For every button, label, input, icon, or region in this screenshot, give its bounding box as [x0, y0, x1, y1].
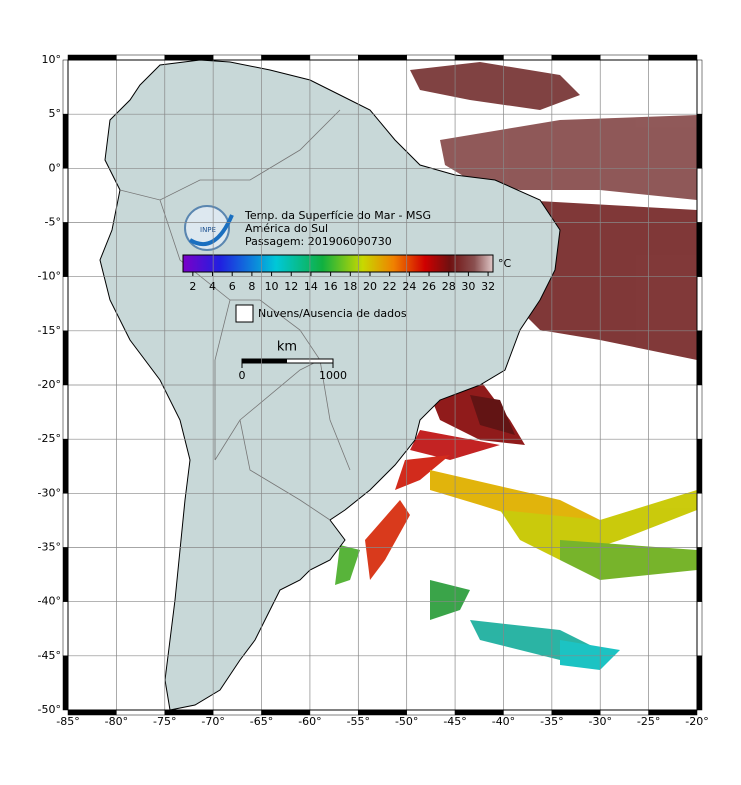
- y-tick-label: -40°: [38, 595, 61, 608]
- frame-segment: [62, 168, 69, 223]
- x-tick-label: -45°: [443, 715, 466, 728]
- colorbar-tick-label: 2: [189, 280, 196, 293]
- x-tick-label: -80°: [105, 715, 128, 728]
- logo-text: INPE: [200, 226, 216, 234]
- y-tick-label: -50°: [38, 703, 61, 716]
- colorbar-unit: °C: [498, 257, 512, 270]
- frame-segment: [696, 493, 703, 548]
- x-tick-label: -25°: [637, 715, 660, 728]
- frame-segment: [62, 330, 69, 386]
- colorbar-tick-label: 30: [461, 280, 475, 293]
- colorbar-tick-label: 22: [383, 280, 397, 293]
- y-tick-label: -5°: [45, 216, 61, 229]
- frame-segment: [309, 54, 359, 61]
- frame-segment: [62, 113, 69, 169]
- x-tick-label: -50°: [395, 715, 418, 728]
- colorbar-tick-label: 28: [442, 280, 456, 293]
- colorbar: [182, 254, 494, 273]
- y-tick-label: 5°: [49, 107, 62, 120]
- x-tick-label: -20°: [685, 715, 708, 728]
- x-tick-label: -70°: [201, 715, 224, 728]
- frame-segment: [503, 54, 553, 61]
- frame-segment: [551, 54, 601, 61]
- frame-segment: [696, 601, 703, 657]
- colorbar-tick-label: 6: [229, 280, 236, 293]
- frame-segment: [261, 54, 311, 61]
- x-tick-label: -75°: [153, 715, 176, 728]
- frame-segment: [696, 655, 703, 711]
- colorbar-tick-label: 20: [363, 280, 377, 293]
- x-tick-label: -40°: [492, 715, 515, 728]
- colorbar-tick-label: 8: [248, 280, 255, 293]
- legend-label: Nuvens/Ausencia de dados: [258, 307, 407, 320]
- map-frame: [67, 59, 698, 711]
- frame-segment: [62, 59, 69, 115]
- frame-segment: [696, 547, 703, 602]
- frame-segment: [62, 276, 69, 332]
- frame-segment: [696, 168, 703, 223]
- legend-swatch: [235, 304, 254, 323]
- frame-segment: [696, 276, 703, 332]
- scale-unit: km: [277, 340, 297, 355]
- country-borders: [119, 109, 351, 521]
- frame-segment: [62, 655, 69, 711]
- scale-tick-label: 0: [239, 369, 246, 382]
- y-tick-label: 10°: [42, 53, 62, 66]
- title-line: Temp. da Superfície do Mar - MSG: [244, 209, 431, 222]
- frame-segment: [164, 54, 214, 61]
- colorbar-tick-label: 26: [422, 280, 436, 293]
- frame-segment: [358, 54, 407, 61]
- colorbar-tick-label: 24: [402, 280, 416, 293]
- colorbar-tick-label: 18: [343, 280, 357, 293]
- frame-segment: [406, 54, 456, 61]
- x-tick-label: -55°: [347, 715, 370, 728]
- frame-segment: [696, 113, 703, 169]
- y-tick-label: -25°: [38, 432, 61, 445]
- frame-segment: [62, 547, 69, 602]
- frame-segment: [67, 54, 117, 61]
- x-tick-label: -35°: [540, 715, 563, 728]
- x-tick-label: -65°: [250, 715, 273, 728]
- frame-segment: [696, 330, 703, 386]
- y-tick-label: -45°: [38, 649, 61, 662]
- frame-segment: [62, 438, 69, 494]
- frame-segment: [648, 54, 698, 61]
- frame-segment: [696, 222, 703, 277]
- frame-segment: [599, 54, 649, 61]
- title-line: Passagem: 201906090730: [245, 235, 392, 248]
- colorbar-tick-label: 14: [304, 280, 318, 293]
- frame-segment: [212, 54, 262, 61]
- y-tick-label: -15°: [38, 324, 61, 337]
- frame-segment: [62, 493, 69, 548]
- frame-segment: [116, 54, 166, 61]
- frame-segment: [696, 438, 703, 494]
- frame-segment: [696, 384, 703, 440]
- x-tick-label: -85°: [56, 715, 79, 728]
- frame-segment: [62, 384, 69, 440]
- colorbar-tick-label: 12: [284, 280, 298, 293]
- title-line: América do Sul: [245, 222, 328, 235]
- y-tick-label: -35°: [38, 541, 61, 554]
- y-tick-label: -30°: [38, 486, 61, 499]
- scale-tick-label: 1000: [319, 369, 347, 382]
- frame-segment: [62, 601, 69, 657]
- scale-bar-segment: [242, 359, 287, 363]
- colorbar-tick-label: 10: [265, 280, 279, 293]
- frame-segment: [696, 59, 703, 115]
- y-tick-label: -20°: [38, 378, 61, 391]
- y-tick-label: 0°: [49, 161, 62, 174]
- y-tick-label: -10°: [38, 270, 61, 283]
- colorbar-tick-label: 16: [324, 280, 338, 293]
- x-tick-label: -60°: [298, 715, 321, 728]
- colorbar-tick-label: 32: [481, 280, 495, 293]
- frame-segment: [454, 54, 504, 61]
- x-tick-label: -30°: [588, 715, 611, 728]
- frame-segment: [62, 222, 69, 277]
- colorbar-tick-label: 4: [209, 280, 216, 293]
- sst-imagery: [335, 62, 697, 670]
